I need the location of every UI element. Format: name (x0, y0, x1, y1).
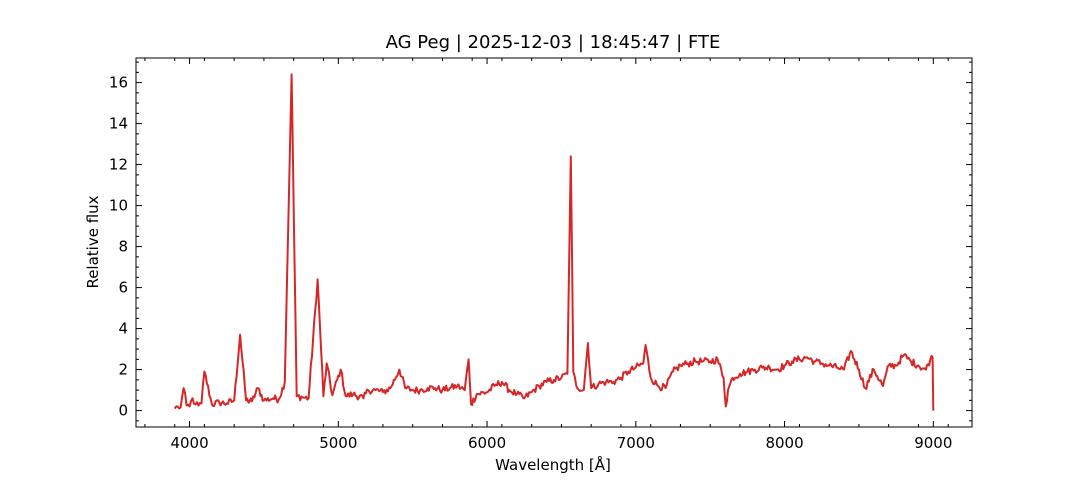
y-tick-label: 14 (109, 115, 128, 133)
x-tick-label: 7000 (617, 434, 655, 452)
y-tick-label: 16 (109, 74, 128, 92)
spectrum-series-line (173, 73, 935, 411)
chart-title: AG Peg | 2025-12-03 | 18:45:47 | FTE (386, 32, 721, 53)
x-tick-label: 6000 (468, 434, 506, 452)
x-tick-label: 8000 (765, 434, 803, 452)
plot-frame (135, 57, 973, 428)
y-tick-label: 0 (118, 402, 128, 420)
y-tick-label: 4 (118, 320, 128, 338)
y-tick-label: 8 (118, 238, 128, 256)
x-tick-label: 9000 (914, 434, 952, 452)
x-tick-label: 4000 (170, 434, 208, 452)
y-tick-label: 10 (109, 197, 128, 215)
y-tick-label: 6 (118, 279, 128, 297)
y-axis-label: Relative flux (84, 195, 102, 288)
x-tick-label: 5000 (319, 434, 357, 452)
y-tick-label: 2 (118, 361, 128, 379)
x-axis-label: Wavelength [Å] (495, 455, 611, 474)
y-tick-label: 12 (109, 156, 128, 174)
